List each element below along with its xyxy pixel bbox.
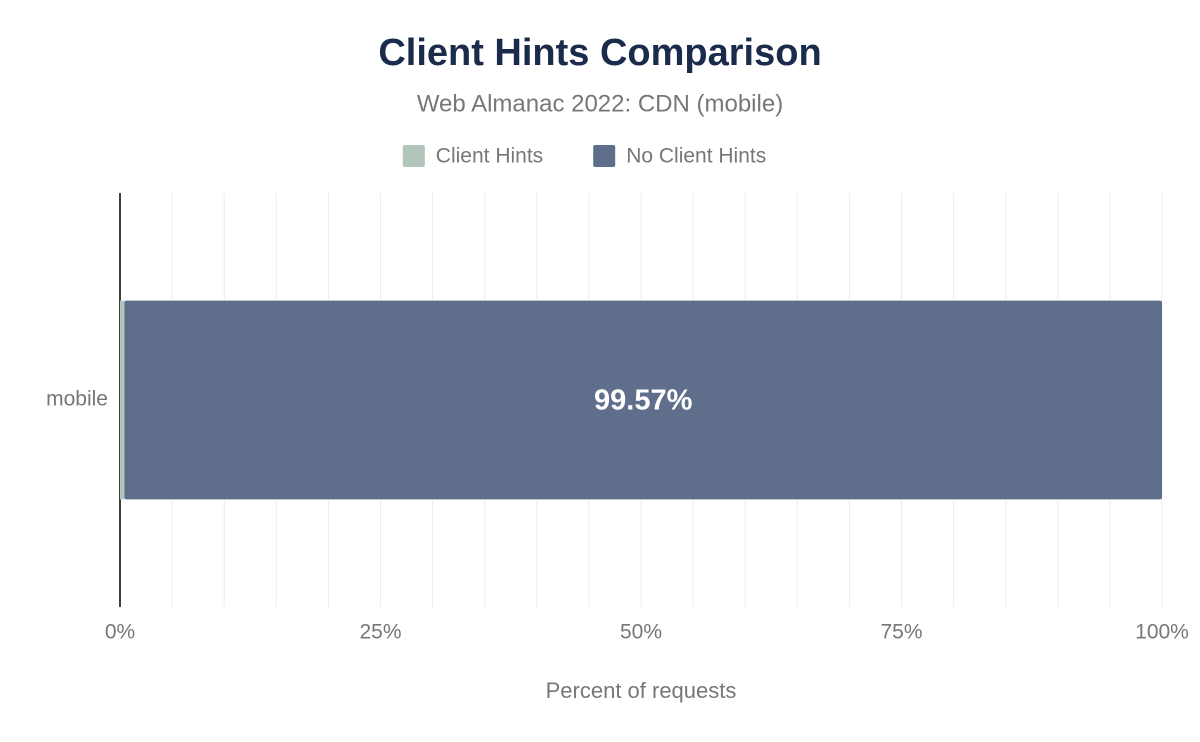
legend-swatch — [402, 145, 425, 167]
x-tick-label: 100% — [1135, 621, 1189, 644]
chart-subtitle: Web Almanac 2022: CDN (mobile) — [417, 90, 783, 117]
x-tick-label: 0% — [105, 621, 135, 644]
y-tick-label: mobile — [46, 388, 108, 411]
chart-title: Client Hints Comparison — [378, 32, 821, 74]
bar-segment — [120, 300, 125, 500]
x-axis-title: Percent of requests — [546, 678, 737, 703]
legend-swatch — [593, 145, 616, 167]
x-tick-label: 75% — [880, 621, 922, 644]
x-tick-label: 25% — [359, 621, 401, 644]
legend-label: No Client Hints — [626, 145, 766, 168]
data-label: 99.57% — [594, 385, 693, 417]
x-tick-label: 50% — [620, 621, 662, 644]
legend-label: Client Hints — [436, 145, 543, 168]
bar-segment — [124, 300, 1163, 500]
